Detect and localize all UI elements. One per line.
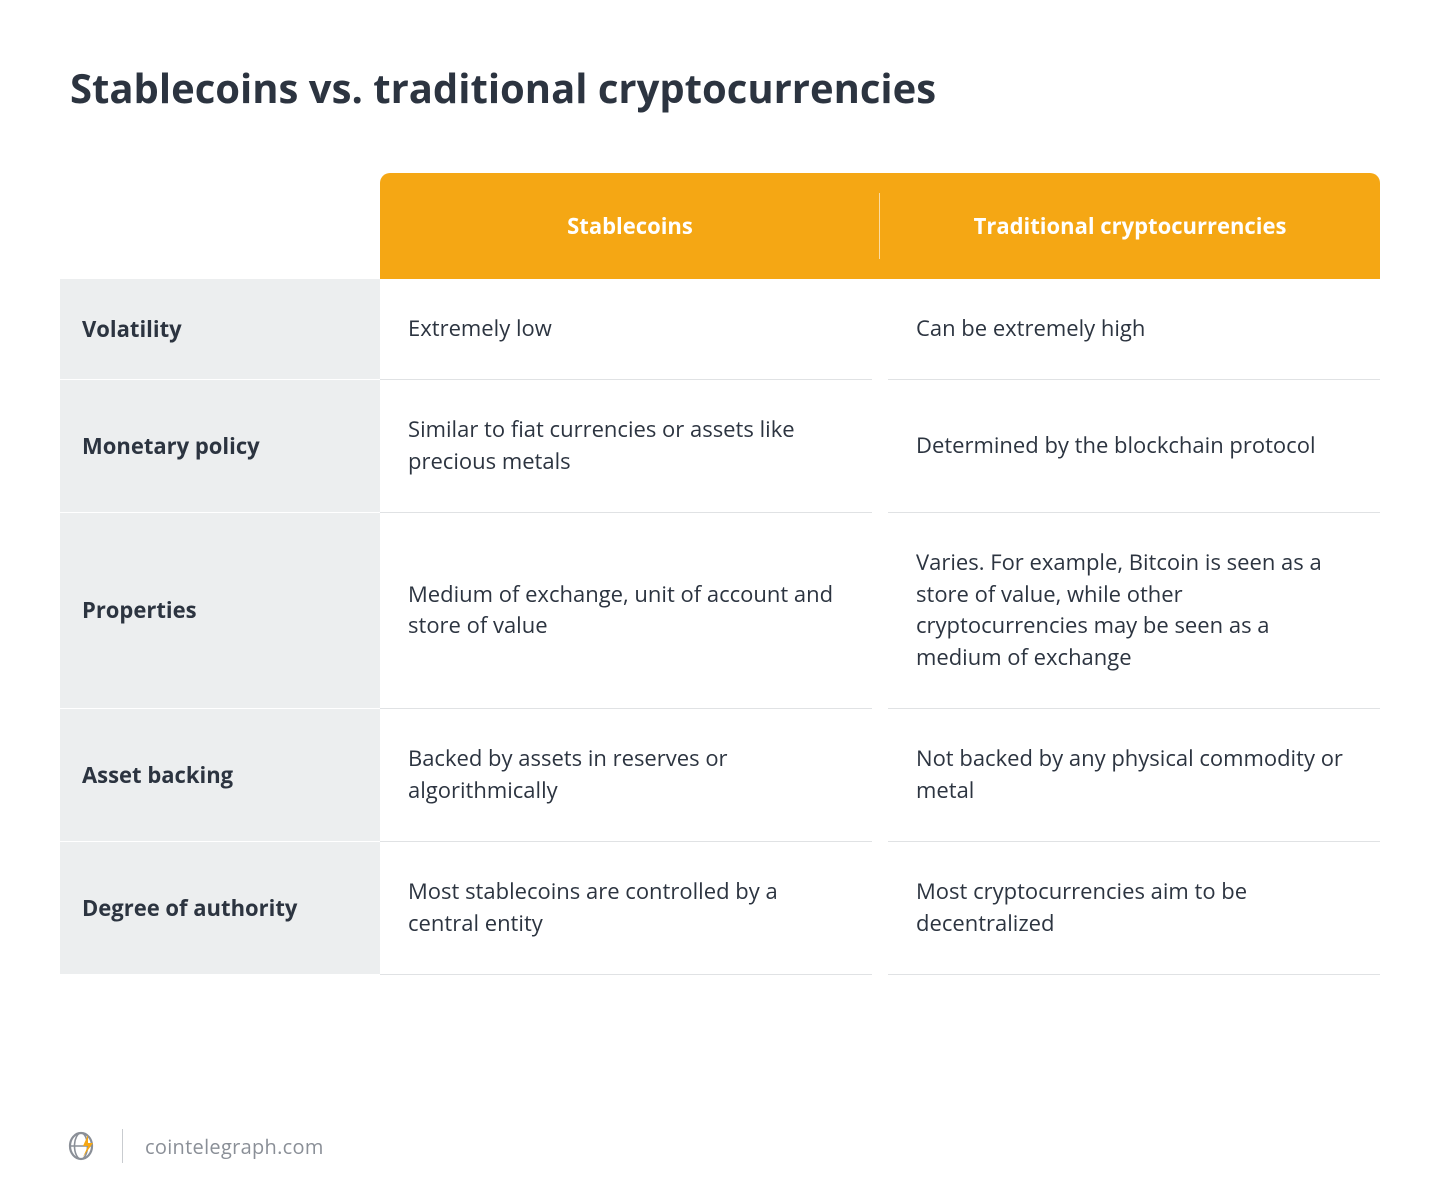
comparison-table: Stablecoins Traditional cryptocurrencies… [60, 173, 1390, 975]
row-label: Degree of authority [60, 842, 380, 975]
row-label: Monetary policy [60, 380, 380, 513]
page-title: Stablecoins vs. traditional cryptocurren… [70, 60, 1390, 115]
table-cell: Most cryptocurrencies aim to be decentra… [888, 842, 1380, 975]
footer-site-label: cointelegraph.com [145, 1133, 324, 1160]
table-cell: Medium of exchange, unit of account and … [380, 513, 872, 710]
table-cell: Similar to fiat currencies or assets lik… [380, 380, 872, 513]
column-header-traditional: Traditional cryptocurrencies [880, 173, 1380, 279]
table-cell: Can be extremely high [888, 279, 1380, 380]
table-cell: Extremely low [380, 279, 872, 380]
table-cell: Varies. For example, Bitcoin is seen as … [888, 513, 1380, 710]
footer-separator [122, 1129, 123, 1163]
table-cell: Backed by assets in reserves or algorith… [380, 709, 872, 842]
header-empty-cell [60, 173, 380, 279]
table-cell: Most stablecoins are controlled by a cen… [380, 842, 872, 975]
table-cell: Not backed by any physical commodity or … [888, 709, 1380, 842]
row-label: Asset backing [60, 709, 380, 842]
table-cell: Determined by the blockchain protocol [888, 380, 1380, 513]
column-header-stablecoins: Stablecoins [380, 173, 880, 279]
row-label: Properties [60, 513, 380, 710]
row-label: Volatility [60, 279, 380, 380]
cointelegraph-logo-icon [66, 1129, 100, 1163]
footer: cointelegraph.com [66, 1089, 1390, 1163]
